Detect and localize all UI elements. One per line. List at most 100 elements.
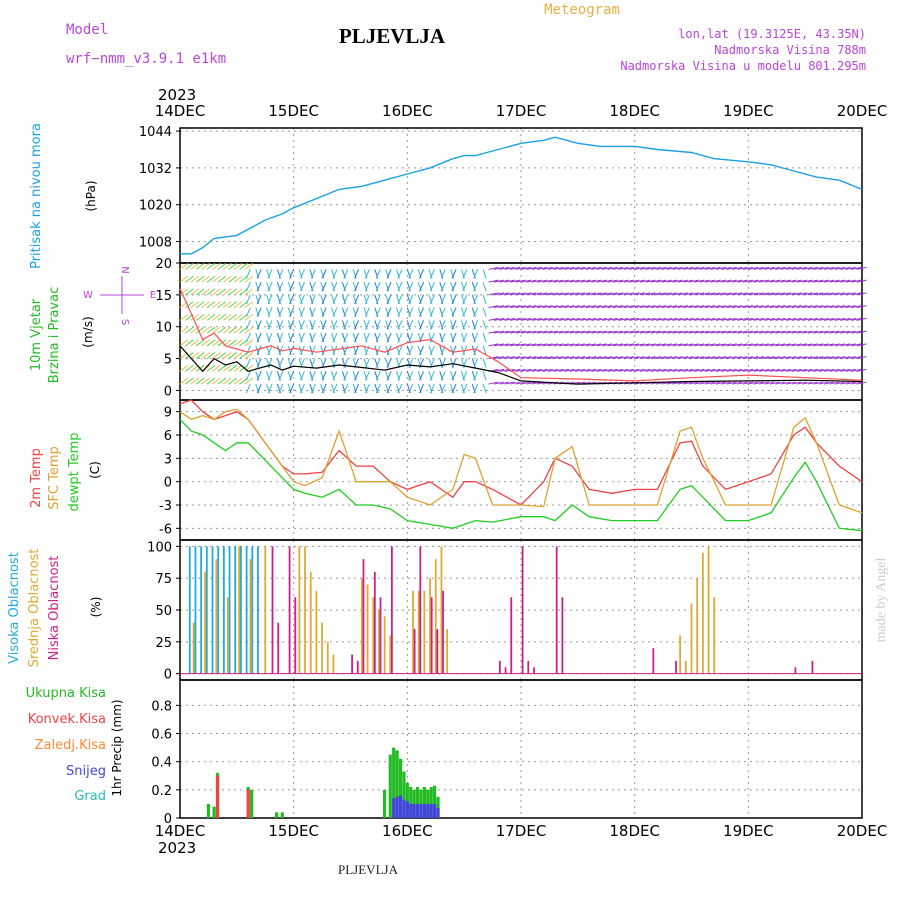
x-tick-label-16dec: 16DEC <box>382 822 433 840</box>
wind-barb <box>569 266 580 270</box>
wind-barb <box>639 356 651 360</box>
wind-barb <box>542 356 553 360</box>
wind-barb <box>591 368 602 372</box>
wind-barb <box>364 332 370 343</box>
wind-barb <box>510 292 521 296</box>
wind-barb <box>612 292 624 296</box>
wind-barb <box>634 356 645 360</box>
wind-barb <box>677 317 689 321</box>
wind-barb <box>704 343 716 347</box>
wind-barb <box>786 343 797 347</box>
wind-barb <box>710 317 721 321</box>
wind-barb <box>683 279 694 283</box>
x-tick-label-19dec: 19DEC <box>723 102 774 120</box>
wind-barb <box>239 275 248 283</box>
wind-barb <box>482 383 487 394</box>
compass-rose: W E N S <box>83 266 156 325</box>
wind-barb <box>185 275 194 283</box>
wind-barb <box>289 269 295 279</box>
wind-barb <box>267 269 273 279</box>
wind-barb <box>440 294 446 305</box>
wind-barb <box>623 330 634 334</box>
wind-barb <box>829 305 840 309</box>
wind-barb <box>429 358 435 368</box>
wind-barb <box>493 279 505 283</box>
wind-barb <box>667 292 678 296</box>
wind-barb <box>737 292 748 296</box>
model-label: Model <box>66 22 108 38</box>
wind-barb <box>553 279 564 283</box>
x-year-label: 2023 <box>158 86 196 104</box>
wind-barb <box>786 305 797 309</box>
y-tick-label: 50 <box>155 604 172 619</box>
wind-barb <box>321 307 327 317</box>
wind-barb <box>569 343 580 347</box>
wind-barb <box>245 269 251 279</box>
wind-barb <box>201 313 210 321</box>
wind-barb <box>569 305 580 309</box>
wind-barb <box>575 330 586 334</box>
wind-barb <box>780 279 791 283</box>
precip-total-bar <box>409 787 413 818</box>
wind-barb <box>683 317 694 321</box>
wind-barb <box>585 305 597 309</box>
wind-barb <box>397 269 403 279</box>
wind-barb <box>206 262 216 270</box>
wind-barb <box>179 313 189 321</box>
wind-barb <box>212 352 221 359</box>
wind-barb <box>807 292 818 296</box>
wind-barb <box>256 345 262 356</box>
wind-barb <box>672 368 683 372</box>
wind-barb <box>217 313 227 321</box>
wind-barb <box>343 320 349 330</box>
wind-barb <box>629 279 640 283</box>
precip-total-bar <box>436 796 440 818</box>
wind-barb <box>764 381 775 385</box>
wind-barb <box>796 368 808 372</box>
wind-barb <box>607 292 618 296</box>
precip-total-bar <box>415 787 420 818</box>
wind-barb <box>201 275 210 283</box>
wind-barb <box>591 305 602 309</box>
wind-barb <box>661 330 672 334</box>
wind-barb <box>575 356 586 360</box>
wind-barb <box>818 317 829 321</box>
precip-snow-bar <box>422 803 426 818</box>
wind-barb <box>531 266 542 270</box>
wind-barb <box>802 305 813 309</box>
wind-barb <box>796 279 808 283</box>
wind-barb <box>429 383 435 394</box>
wind-barb <box>397 320 403 330</box>
wind-barb <box>829 381 840 385</box>
wind-barb <box>612 330 624 334</box>
temp-unit-label: (C) <box>88 461 102 479</box>
wind-barb <box>343 294 349 305</box>
wind-barb <box>639 368 651 372</box>
station-altitude: Nadmorska Visina 788m <box>714 43 866 57</box>
wind-barb <box>661 343 672 347</box>
wind-barb <box>451 371 457 381</box>
wind-barb <box>824 368 835 372</box>
wind-barb <box>278 358 284 368</box>
wind-barb <box>851 317 862 321</box>
wind-barb <box>531 368 542 372</box>
wind-barb <box>623 266 634 270</box>
y-tick-label: 0 <box>164 812 172 827</box>
wind-barb <box>493 266 505 270</box>
wind-barb <box>185 339 194 347</box>
wind-barb <box>834 305 846 309</box>
wind-barb <box>201 262 210 270</box>
wind-barb <box>354 345 360 356</box>
wind-barb <box>488 330 499 334</box>
wind-barb <box>807 279 818 283</box>
wind-barb <box>829 356 840 360</box>
wind-barb <box>580 279 591 283</box>
y-tick-label: 20 <box>155 257 172 272</box>
wind-barb <box>520 305 532 309</box>
wind-barb <box>300 320 305 330</box>
wind-barb <box>759 356 770 360</box>
wind-barb <box>710 356 721 360</box>
wind-barb <box>639 279 651 283</box>
wind-barb <box>656 266 667 270</box>
wind-barb <box>451 358 457 368</box>
